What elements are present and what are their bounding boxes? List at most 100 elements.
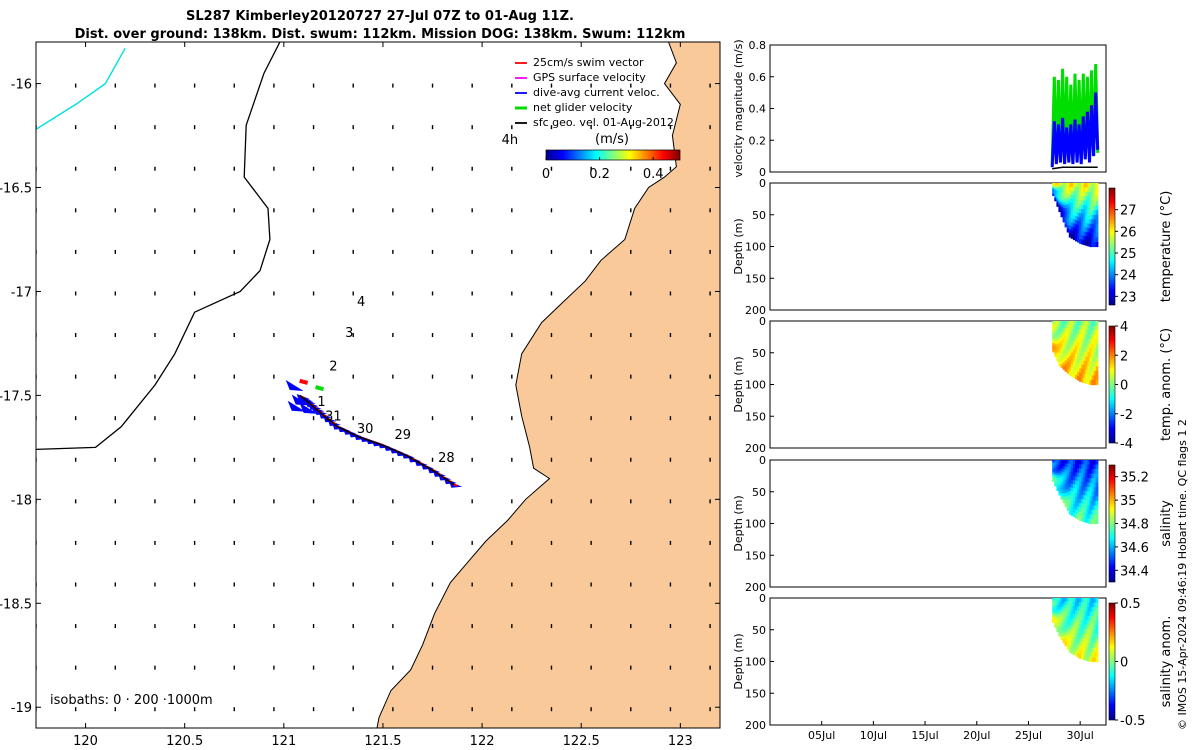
section-cell — [1072, 512, 1076, 518]
section-cell — [1095, 232, 1099, 238]
section-cell — [1064, 463, 1068, 468]
section-cell — [1072, 333, 1076, 338]
section-cell — [1083, 227, 1086, 232]
section-cell — [1095, 361, 1099, 367]
section-cell — [1054, 326, 1057, 330]
section-cell — [1083, 504, 1086, 509]
section-cell — [1083, 351, 1086, 357]
section-cell — [1089, 464, 1093, 470]
section-colorbar-tick-label: 23 — [1120, 290, 1137, 305]
section-cell — [1058, 467, 1062, 471]
section-cell — [1077, 208, 1080, 214]
section-cell — [1075, 464, 1078, 469]
section-cell — [1064, 473, 1068, 478]
section-ytick-label: 0 — [759, 592, 766, 605]
map-xtick-label: 121.5 — [364, 734, 401, 749]
section-cell — [1054, 610, 1057, 614]
map-colorbar-label: (m/s) — [595, 132, 629, 147]
section-cell — [1060, 330, 1064, 335]
section-cell — [1072, 614, 1076, 619]
section-cell — [1085, 231, 1088, 237]
section-cell — [1060, 487, 1064, 492]
section-cell — [1062, 496, 1066, 501]
section-cell — [1079, 645, 1082, 651]
section-cell — [1054, 346, 1057, 350]
section-cell — [1058, 183, 1062, 186]
section-cell — [1062, 490, 1066, 494]
section-cell — [1052, 192, 1055, 195]
section-cell — [1072, 357, 1076, 362]
section-cell — [1058, 465, 1062, 469]
section-cell — [1077, 212, 1080, 218]
section-cell — [1075, 333, 1078, 339]
section-cell — [1087, 223, 1091, 229]
section-cell — [1060, 630, 1064, 634]
section-cell — [1095, 214, 1099, 220]
map-colorbar-tick-label: 0.4 — [643, 167, 664, 182]
section-cell — [1079, 641, 1082, 646]
section-cell — [1052, 190, 1055, 192]
section-cell — [1079, 183, 1082, 188]
section-cell — [1095, 242, 1099, 248]
section-cell — [1072, 642, 1076, 647]
section-cell — [1087, 379, 1091, 385]
section-cell — [1054, 476, 1057, 479]
section-cell — [1075, 513, 1078, 519]
section-cell — [1066, 634, 1070, 639]
section-cell — [1081, 606, 1084, 612]
section-cell — [1089, 343, 1093, 349]
section-cell — [1052, 608, 1055, 611]
section-cell — [1081, 196, 1084, 202]
section-cell — [1083, 473, 1086, 479]
section-cell — [1060, 190, 1064, 194]
section-cell — [1079, 217, 1082, 223]
section-cell — [1060, 197, 1064, 201]
section-ytick-label: 0 — [759, 454, 766, 467]
section-cell — [1072, 606, 1076, 611]
section-cell — [1087, 607, 1091, 613]
section-cell — [1064, 214, 1068, 218]
section-cell — [1062, 216, 1066, 220]
section-cell — [1079, 239, 1082, 244]
section-colorbar-label: salinity anom. — [1159, 616, 1174, 708]
section-cell — [1077, 321, 1080, 326]
section-cell — [1093, 514, 1097, 520]
section-cell — [1095, 357, 1099, 363]
section-cell — [1089, 652, 1093, 658]
section-cell — [1079, 338, 1082, 344]
section-cell — [1093, 357, 1097, 363]
section-cell — [1064, 189, 1068, 193]
section-cell — [1054, 460, 1057, 463]
section-cell — [1089, 482, 1093, 488]
section-cell — [1070, 598, 1074, 603]
section-cell — [1085, 486, 1088, 492]
section-cell — [1087, 347, 1091, 353]
section-cell — [1056, 346, 1060, 351]
section-cell — [1070, 352, 1074, 358]
section-cell — [1056, 610, 1060, 613]
section-cell — [1083, 642, 1086, 647]
section-cell — [1093, 237, 1097, 243]
section-cell — [1087, 356, 1091, 362]
section-cell — [1077, 481, 1080, 486]
section-cell — [1066, 601, 1070, 606]
section-cell — [1079, 628, 1082, 634]
section-cell — [1089, 237, 1093, 243]
section-cell — [1054, 199, 1057, 202]
section-cell — [1075, 488, 1078, 494]
section-cell — [1056, 607, 1060, 611]
section-cell — [1072, 365, 1076, 370]
section-cell — [1081, 239, 1084, 245]
section-cell — [1091, 598, 1095, 604]
section-cell — [1068, 351, 1072, 357]
section-cell — [1070, 613, 1074, 619]
section-cell — [1072, 337, 1076, 342]
section-cell — [1056, 488, 1060, 491]
section-cell — [1054, 351, 1057, 355]
section-cell — [1075, 337, 1078, 343]
section-cell — [1085, 642, 1088, 648]
section-cell — [1095, 348, 1099, 354]
section-cell — [1068, 487, 1072, 492]
section-cell — [1058, 362, 1062, 367]
section-cell — [1070, 507, 1074, 512]
